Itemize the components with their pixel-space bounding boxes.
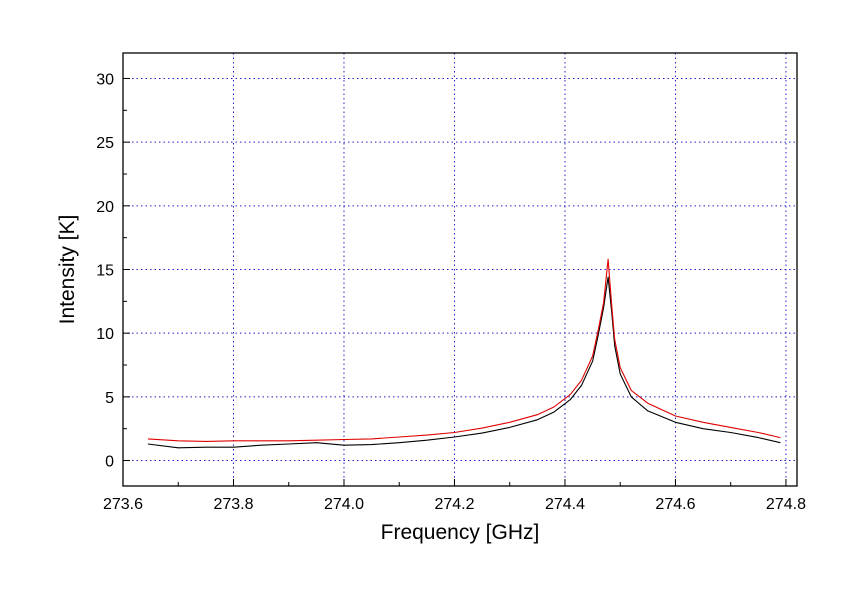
y-axis-title: Intensity [K]: [56, 215, 79, 325]
series-layer: [147, 258, 781, 449]
x-tick-label: 274.0: [324, 496, 364, 513]
y-tick-label: 20: [96, 199, 114, 216]
x-tick-label: 273.8: [213, 496, 253, 513]
series-line-2: [147, 258, 781, 442]
y-tick-label: 30: [96, 71, 114, 88]
series-line-1: [147, 276, 781, 449]
x-tick-label: 274.4: [545, 496, 585, 513]
y-tick-label: 25: [96, 135, 114, 152]
x-tick-label: 273.6: [103, 496, 143, 513]
x-axis-title: Frequency [GHz]: [381, 521, 540, 544]
y-tick-label: 0: [105, 454, 114, 471]
x-tick-label: 274.2: [434, 496, 474, 513]
y-tick-label: 15: [96, 263, 114, 280]
grid-lines: [123, 53, 797, 486]
y-tick-labels: 0 5 10 15 20 25 30: [96, 71, 114, 470]
x-tick-label: 274.8: [766, 496, 806, 513]
y-tick-label: 10: [96, 326, 114, 343]
axis-ticks: [122, 77, 787, 486]
x-tick-labels: 273.6 273.8 274.0 274.2 274.4 274.6 274.8: [103, 496, 806, 513]
x-tick-label: 274.6: [655, 496, 695, 513]
y-tick-label: 5: [105, 390, 114, 407]
